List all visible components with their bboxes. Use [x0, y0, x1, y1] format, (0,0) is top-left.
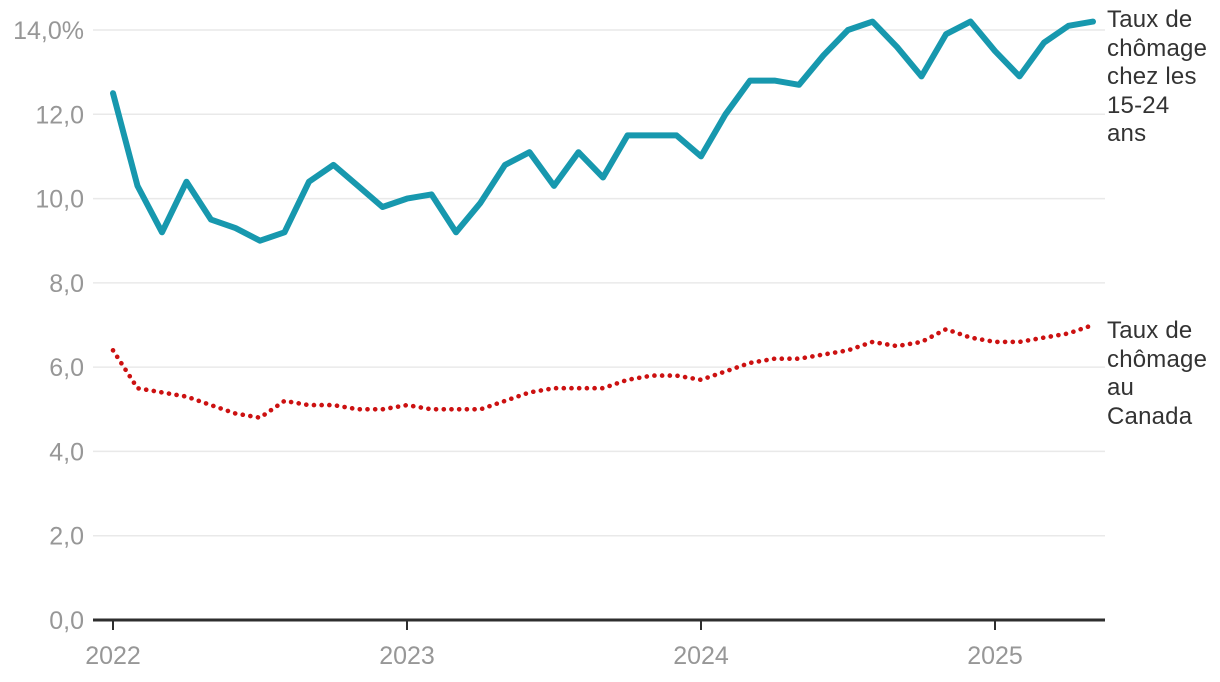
y-axis-tick-label: 4,0	[49, 438, 84, 466]
series-youth-line	[110, 18, 1096, 244]
series-label-canada: Taux de chômage au Canada	[1107, 317, 1208, 430]
x-axis-tick-label: 2022	[85, 642, 141, 670]
x-axis-tick-label: 2025	[967, 642, 1023, 670]
y-axis-tick-label: 10,0	[35, 186, 84, 214]
y-axis-tick-label: 6,0	[49, 354, 84, 382]
series-label-youth: Taux de chômage chez les 15-24 ans	[1107, 6, 1208, 147]
y-axis-tick-label: 8,0	[49, 270, 84, 298]
y-axis-tick-label: 14,0%	[13, 17, 84, 45]
x-axis-tick-label: 2024	[673, 642, 729, 670]
y-axis-tick-label: 12,0	[35, 101, 84, 129]
y-axis-tick-label: 0,0	[49, 607, 84, 635]
x-axis-tick-label: 2023	[379, 642, 435, 670]
series-canada-line	[110, 322, 1096, 421]
y-axis-tick-label: 2,0	[49, 523, 84, 551]
